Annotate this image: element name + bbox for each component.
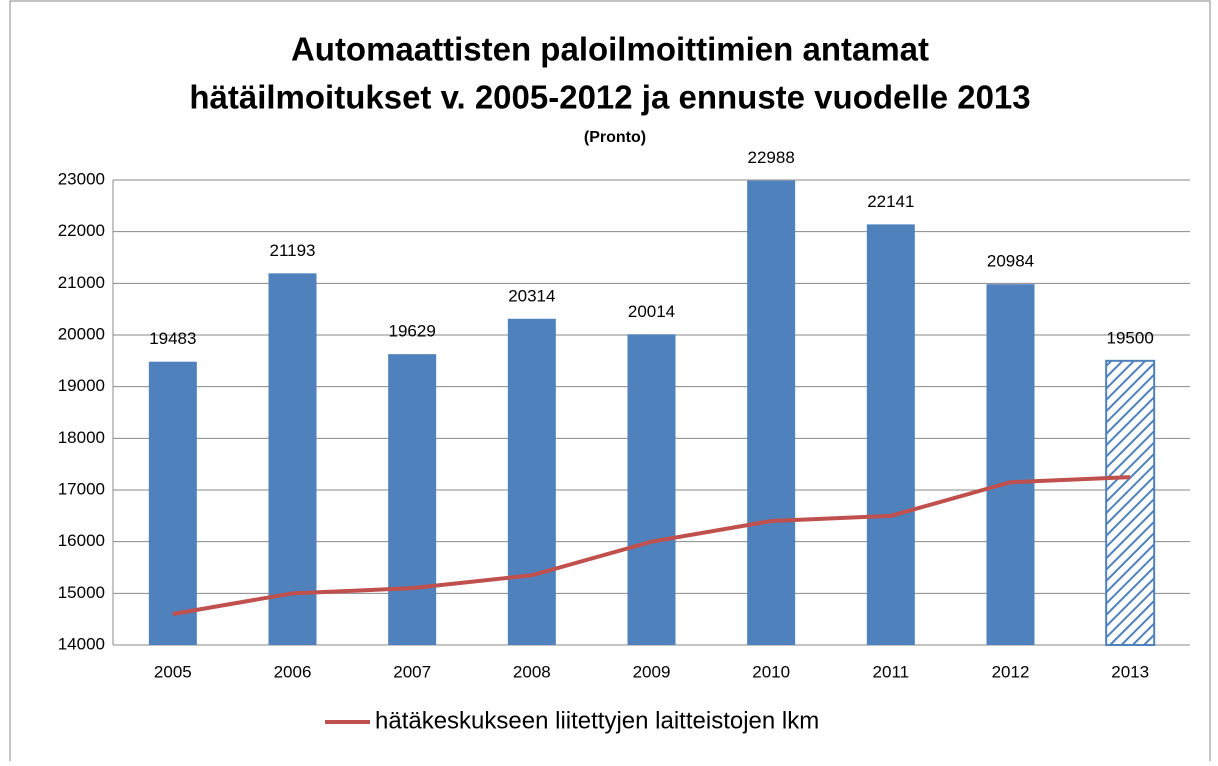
chart-border xyxy=(9,0,1211,766)
y-tick-label: 17000 xyxy=(58,479,105,498)
y-tick-label: 19000 xyxy=(58,376,105,395)
bar xyxy=(747,180,796,645)
data-label: 19500 xyxy=(1107,328,1154,347)
bar xyxy=(268,273,317,645)
y-tick-label: 16000 xyxy=(58,531,105,550)
data-label: 20984 xyxy=(987,252,1034,271)
x-tick-label: 2012 xyxy=(992,662,1030,681)
data-label: 20314 xyxy=(508,286,555,305)
y-tick-label: 22000 xyxy=(58,221,105,240)
data-label: 19629 xyxy=(389,322,436,341)
y-tick-label: 20000 xyxy=(58,324,105,343)
x-tick-label: 2009 xyxy=(633,662,671,681)
data-label: 22141 xyxy=(867,192,914,211)
data-label: 20014 xyxy=(628,302,675,321)
chart-title: Automaattisten paloilmoittimien antamat xyxy=(291,31,929,68)
x-tick-label: 2013 xyxy=(1111,662,1149,681)
x-tick-label: 2005 xyxy=(154,662,192,681)
data-label: 21193 xyxy=(269,241,315,260)
line-series xyxy=(172,475,1131,616)
bar xyxy=(627,334,676,645)
bar xyxy=(1105,359,1156,646)
chart-title: hätäilmoitukset v. 2005-2012 ja ennuste … xyxy=(189,79,1030,116)
data-label: 19483 xyxy=(149,329,196,348)
bar xyxy=(507,318,556,645)
chart-subtitle: (Pronto) xyxy=(584,129,646,146)
bar xyxy=(388,354,437,645)
y-tick-label: 18000 xyxy=(58,428,105,447)
y-tick-label: 15000 xyxy=(58,583,105,602)
y-tick-label: 23000 xyxy=(58,169,105,188)
legend-label: hätäkeskukseen liitettyjen laitteistojen… xyxy=(375,707,819,734)
bar xyxy=(866,224,915,646)
x-tick-label: 2010 xyxy=(752,662,790,681)
y-tick-label: 14000 xyxy=(58,634,105,653)
bar xyxy=(986,284,1035,645)
y-tick-label: 21000 xyxy=(58,273,105,292)
x-tick-label: 2011 xyxy=(873,662,910,681)
x-tick-label: 2008 xyxy=(513,662,551,681)
x-tick-label: 2006 xyxy=(274,662,312,681)
bar xyxy=(148,361,197,645)
x-tick-label: 2007 xyxy=(393,662,431,681)
data-label: 22988 xyxy=(748,148,795,167)
